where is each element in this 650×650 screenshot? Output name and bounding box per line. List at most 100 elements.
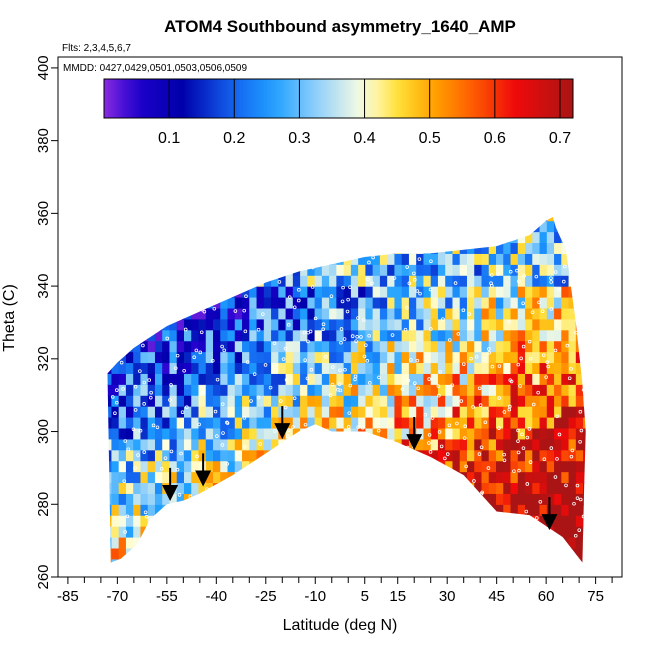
- curtain-cell: [568, 275, 577, 287]
- observation-point: [428, 287, 433, 292]
- curtain-cell: [437, 471, 446, 484]
- curtain-cell: [140, 231, 149, 244]
- curtain-cell: [249, 318, 258, 331]
- curtain-cell: [583, 220, 586, 233]
- curtain-cell: [474, 449, 483, 462]
- curtain-cell: [372, 547, 381, 560]
- curtain-cell: [445, 395, 454, 407]
- observation-point: [569, 454, 574, 459]
- observation-point: [239, 513, 244, 517]
- curtain-cell: [546, 417, 555, 429]
- observation-point: [567, 376, 572, 381]
- observation-point: [479, 445, 484, 450]
- curtain-cell: [162, 406, 171, 418]
- curtain-cell: [481, 318, 490, 331]
- observation-point: [221, 431, 225, 435]
- observation-point: [130, 315, 135, 320]
- curtain-cell: [503, 515, 512, 527]
- curtain-cell: [111, 253, 120, 265]
- curtain-cell: [227, 217, 236, 222]
- curtain-cell: [568, 384, 577, 396]
- curtain-cell: [532, 427, 541, 440]
- curtain-cell: [459, 471, 468, 484]
- curtain-cell: [445, 253, 454, 265]
- curtain-cell: [292, 493, 301, 505]
- curtain-cell: [329, 275, 337, 287]
- curtain-cell: [256, 427, 265, 440]
- curtain-cell: [343, 460, 352, 473]
- observation-point: [274, 464, 279, 469]
- curtain-cell: [300, 417, 308, 429]
- observation-point: [392, 276, 397, 280]
- curtain-cell: [213, 220, 221, 233]
- curtain-cell: [510, 438, 519, 451]
- curtain-cell: [249, 558, 258, 563]
- curtain-cell: [554, 307, 562, 320]
- curtain-cell: [525, 297, 533, 309]
- curtain-cell: [314, 264, 323, 276]
- curtain-cell: [314, 471, 323, 484]
- curtain-cell: [546, 449, 555, 462]
- curtain-cell: [481, 471, 490, 484]
- observation-point: [461, 308, 466, 312]
- curtain-cell: [176, 406, 185, 418]
- curtain-cell: [107, 318, 113, 331]
- curtain-cell: [213, 329, 221, 342]
- observation-point: [196, 514, 201, 519]
- curtain-cell: [285, 547, 294, 560]
- curtain-cell: [459, 558, 468, 563]
- curtain-cell: [242, 537, 250, 549]
- curtain-cell: [445, 329, 454, 342]
- curtain-cell: [539, 253, 548, 265]
- curtain-cell: [307, 253, 316, 265]
- curtain-cell: [176, 482, 185, 494]
- curtain-cell: [539, 449, 548, 462]
- curtain-cell: [242, 286, 250, 298]
- curtain-cell: [162, 395, 171, 407]
- curtain-cell: [561, 362, 570, 374]
- curtain-cell: [401, 537, 410, 549]
- curtain-cell: [249, 297, 258, 309]
- curtain-cell: [285, 351, 294, 364]
- curtain-cell: [503, 471, 512, 484]
- observation-point: [278, 543, 283, 548]
- curtain-cell: [372, 329, 381, 342]
- curtain-cell: [503, 253, 512, 265]
- curtain-cell: [307, 438, 316, 451]
- curtain-cell: [256, 515, 265, 527]
- curtain-cell: [220, 504, 229, 516]
- observation-point: [298, 436, 303, 440]
- curtain-cell: [213, 217, 221, 222]
- curtain-cell: [125, 264, 134, 276]
- curtain-cell: [430, 471, 439, 484]
- curtain-cell: [546, 558, 555, 563]
- curtain-cell: [191, 493, 200, 505]
- curtain-cell: [503, 231, 512, 244]
- curtain-cell: [300, 286, 308, 298]
- curtain-cell: [452, 231, 461, 244]
- curtain-cell: [525, 307, 533, 320]
- curtain-cell: [575, 231, 584, 244]
- curtain-cell: [271, 547, 279, 560]
- curtain-cell: [510, 515, 519, 527]
- observation-point: [268, 385, 273, 390]
- curtain-cell: [205, 449, 214, 462]
- curtain-cell: [278, 264, 287, 276]
- curtain-cell: [503, 406, 512, 418]
- curtain-cell: [249, 537, 258, 549]
- curtain-cell: [575, 242, 584, 254]
- curtain-cell: [517, 220, 526, 233]
- curtain-cell: [372, 217, 381, 222]
- curtain-cell: [314, 297, 323, 309]
- curtain-cell: [125, 329, 134, 342]
- curtain-cell: [387, 427, 396, 440]
- curtain-cell: [198, 362, 207, 374]
- curtain-cell: [459, 493, 468, 505]
- curtain-cell: [437, 460, 446, 473]
- curtain-cell: [227, 493, 236, 505]
- curtain-cell: [107, 242, 113, 254]
- curtain-cell: [329, 297, 337, 309]
- curtain-cell: [285, 471, 294, 484]
- curtain-cell: [271, 253, 279, 265]
- curtain-cell: [561, 384, 570, 396]
